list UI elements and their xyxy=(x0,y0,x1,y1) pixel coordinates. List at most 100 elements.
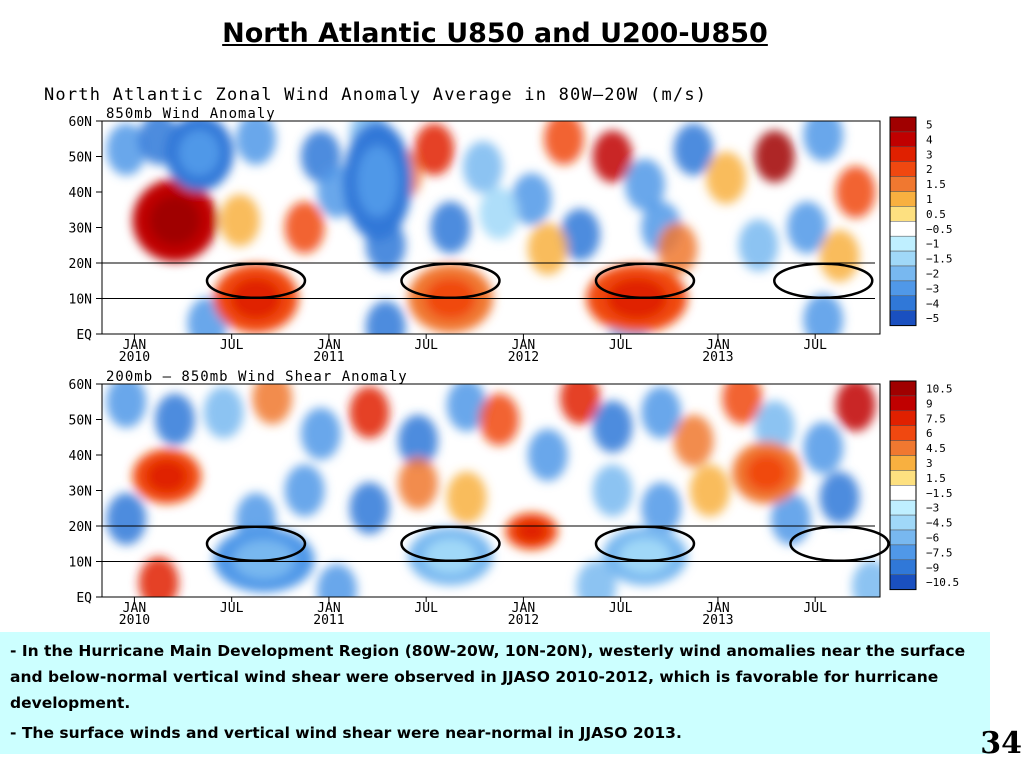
colorbar-label: 5 xyxy=(926,118,933,131)
anomaly-core xyxy=(619,538,671,574)
anomaly-blob xyxy=(446,384,487,432)
anomaly-blob xyxy=(738,219,779,272)
colorbar-swatch xyxy=(889,221,917,237)
x-tick-label: JAN xyxy=(123,601,146,616)
colorbar-label: −2 xyxy=(926,267,939,280)
colorbar-label: 1.5 xyxy=(926,472,946,485)
colorbar-label: 7.5 xyxy=(926,412,946,425)
colorbar-label: −4 xyxy=(926,297,940,310)
colorbar-swatch xyxy=(889,514,917,531)
colorbar-swatch xyxy=(889,440,917,456)
x-tick-year: 2010 xyxy=(119,613,150,628)
colorbar-label: 10.5 xyxy=(926,382,953,395)
colorbar-swatch xyxy=(889,574,917,590)
colorbar-frame xyxy=(889,380,917,591)
anomaly-blob xyxy=(284,464,325,517)
x-tick-year: 2013 xyxy=(702,350,733,365)
colorbar-swatch xyxy=(889,455,917,471)
caption-text: In the Hurricane Main Development Region… xyxy=(10,642,966,712)
colorbar-swatch xyxy=(889,250,917,267)
caption-box: - In the Hurricane Main Development Regi… xyxy=(0,632,990,754)
anomaly-blob xyxy=(300,407,341,460)
colorbar-label: −5 xyxy=(926,312,939,325)
anomaly-blob xyxy=(511,173,552,226)
colorbar-swatch xyxy=(889,146,917,162)
anomaly-blob xyxy=(754,130,795,183)
anomaly-blob xyxy=(106,123,147,176)
panel-title: 850mb Wind Anomaly xyxy=(106,106,276,122)
x-tick-label: JAN xyxy=(706,338,729,353)
anomaly-core xyxy=(356,145,399,217)
anomaly-blob xyxy=(819,471,860,524)
anomaly-blob xyxy=(560,208,601,261)
colorbar-swatch xyxy=(889,206,917,222)
colorbar-label: −3 xyxy=(926,502,939,515)
highlight-ellipse xyxy=(789,525,890,562)
anomaly-blob xyxy=(787,201,828,254)
anomaly-blob xyxy=(252,384,293,425)
highlight-ellipse xyxy=(594,262,696,299)
colorbar-swatch xyxy=(889,295,917,311)
anomaly-blob xyxy=(414,123,455,176)
x-tick-year: 2012 xyxy=(508,350,539,365)
panel-title: 200mb — 850mb Wind Shear Anomaly xyxy=(106,369,408,385)
anomaly-blob xyxy=(235,121,276,165)
x-tick-label: JUL xyxy=(220,601,244,616)
y-tick-label: 60N xyxy=(69,378,92,393)
x-tick-label: JUL xyxy=(220,338,244,353)
anomaly-blob xyxy=(446,471,487,524)
y-tick-label: 10N xyxy=(69,293,92,308)
x-tick-label: JAN xyxy=(706,601,729,616)
panel-shear: 200mb — 850mb Wind Shear Anomaly 60N 50N 4… xyxy=(69,369,960,628)
slide-title: North Atlantic U850 and U200-U850 xyxy=(222,18,768,49)
anomaly-blob xyxy=(365,300,406,334)
anomaly-blob xyxy=(835,384,876,432)
bullet: - xyxy=(10,724,17,742)
anomaly-blob xyxy=(641,386,682,439)
y-tick-label: 20N xyxy=(69,257,92,272)
anomaly-blob xyxy=(835,166,876,218)
anomaly-blob xyxy=(592,130,633,183)
anomaly-blob xyxy=(657,222,698,275)
x-tick-year: 2011 xyxy=(313,350,344,365)
colorbar-swatch xyxy=(889,161,917,177)
anomaly-blob xyxy=(398,457,439,510)
colorbar-label: 6 xyxy=(926,427,933,440)
colorbar-swatch xyxy=(889,499,917,516)
y-tick-label: 10N xyxy=(69,556,92,571)
anomaly-blob xyxy=(543,121,584,165)
colorbar-frame xyxy=(889,116,917,327)
anomaly-blob xyxy=(592,400,633,453)
figure-title: North Atlantic Zonal Wind Anomaly Averag… xyxy=(44,85,707,105)
colorbar-swatch xyxy=(889,310,917,326)
highlight-ellipse xyxy=(205,262,307,299)
anomaly-blob xyxy=(706,151,747,204)
bullet: - xyxy=(10,642,17,660)
anomaly-blob xyxy=(803,293,844,334)
anomaly-core xyxy=(149,195,201,246)
x-tick-label: JUL xyxy=(414,338,438,353)
colorbar-label: 4 xyxy=(926,133,933,146)
anomaly-blob xyxy=(673,414,714,467)
highlight-ellipse xyxy=(400,525,501,562)
anomaly-blob xyxy=(106,492,147,545)
colorbar-label: 3 xyxy=(926,457,933,470)
x-tick-year: 2011 xyxy=(313,613,344,628)
anomaly-blob xyxy=(349,386,390,439)
colorbar-swatch xyxy=(889,485,917,501)
anomaly-blob xyxy=(479,393,520,446)
y-tick-label: 40N xyxy=(69,186,92,201)
colorbar-label: 2 xyxy=(926,163,933,176)
anomaly-core xyxy=(146,459,188,493)
y-tick-label: 60N xyxy=(69,115,92,130)
colorbar-swatch xyxy=(889,265,917,282)
x-tick-label: JUL xyxy=(609,338,633,353)
anomaly-core xyxy=(178,130,220,176)
caption-point: - The surface winds and vertical wind sh… xyxy=(10,720,982,746)
anomaly-blob xyxy=(673,123,714,176)
anomaly-blob xyxy=(754,400,795,453)
colorbar-swatch xyxy=(889,529,917,546)
colorbar-label: 9 xyxy=(926,397,933,410)
y-tick-label: 50N xyxy=(69,151,92,166)
colorbar-swatch xyxy=(889,425,917,441)
